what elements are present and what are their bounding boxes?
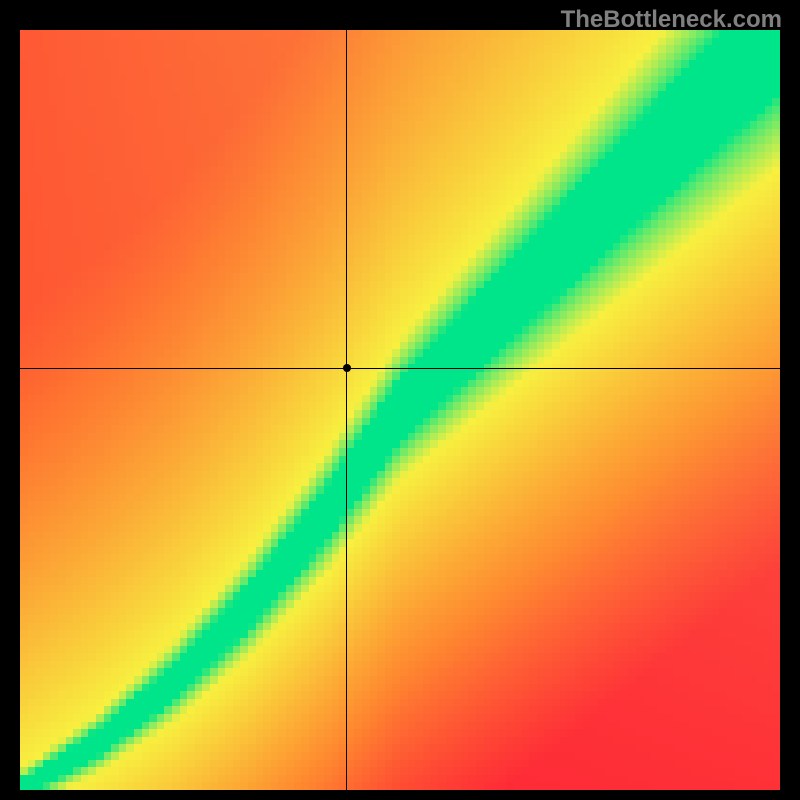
heatmap-canvas bbox=[20, 30, 780, 790]
watermark-text: TheBottleneck.com bbox=[561, 6, 782, 34]
marker-point bbox=[343, 364, 351, 372]
crosshair-vertical bbox=[346, 30, 347, 790]
plot-area bbox=[20, 30, 780, 790]
chart-container: TheBottleneck.com bbox=[0, 0, 800, 800]
crosshair-horizontal bbox=[20, 368, 780, 369]
